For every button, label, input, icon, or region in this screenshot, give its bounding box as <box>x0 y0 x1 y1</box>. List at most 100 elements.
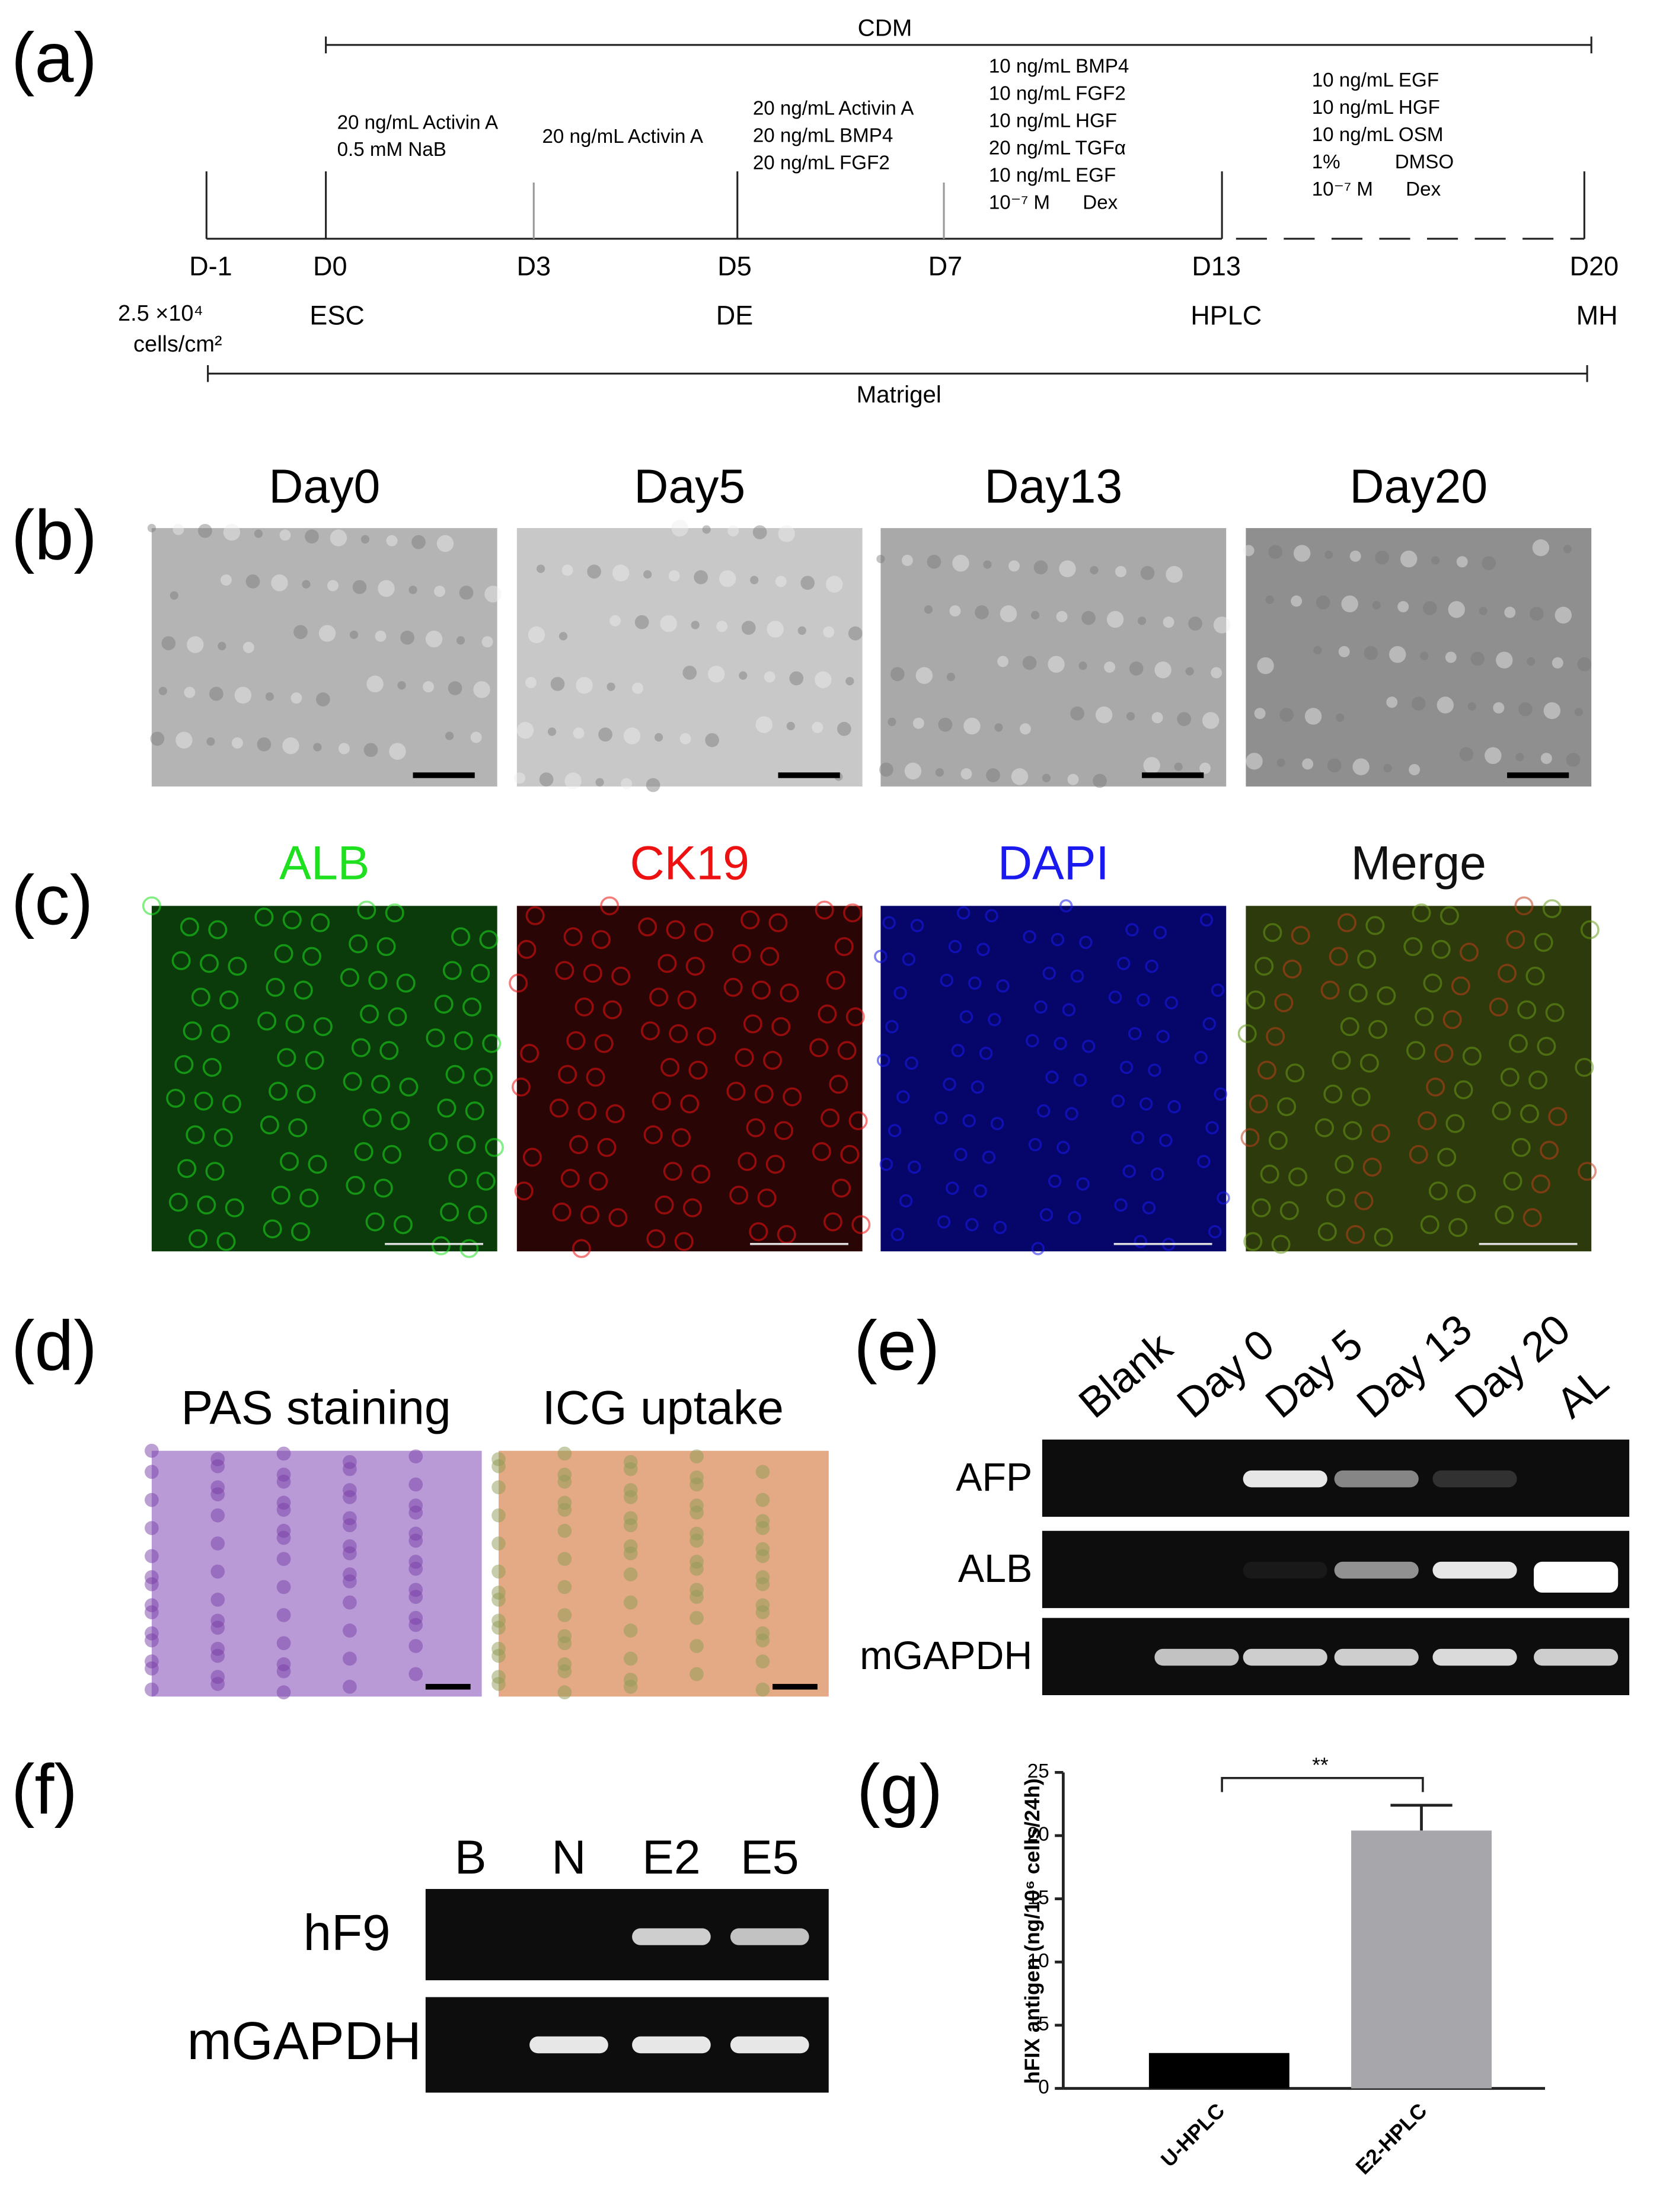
cell <box>376 937 396 957</box>
cell <box>349 934 368 954</box>
cell <box>1246 753 1263 770</box>
cell <box>145 1570 159 1584</box>
cell <box>1508 1034 1528 1053</box>
cell <box>1026 1034 1039 1048</box>
lane-label: E5 <box>740 1831 799 1884</box>
cell <box>727 525 739 537</box>
cell <box>210 1024 230 1043</box>
cell <box>448 1169 468 1188</box>
y-tick-label: 20 <box>1027 1824 1049 1846</box>
micrograph <box>499 1450 829 1697</box>
cell <box>1542 899 1562 919</box>
cell <box>1400 550 1418 568</box>
cell <box>605 1104 625 1124</box>
cell <box>557 1608 572 1622</box>
cell <box>1397 601 1409 613</box>
cell <box>755 1514 770 1529</box>
gel-band <box>632 1928 711 1945</box>
cell <box>1517 1000 1537 1019</box>
cell <box>1531 1174 1550 1194</box>
cell <box>293 980 313 1000</box>
cell <box>476 1171 496 1191</box>
cell <box>755 1626 770 1641</box>
cell <box>388 1007 407 1027</box>
cell <box>277 1048 296 1067</box>
cell <box>1462 1046 1482 1066</box>
cell <box>366 675 384 693</box>
cell <box>1268 1131 1288 1150</box>
cell <box>1457 1184 1476 1204</box>
cell <box>558 1065 577 1084</box>
gel-band <box>632 2036 711 2054</box>
cell <box>313 1017 333 1037</box>
cell <box>276 1523 291 1538</box>
cell <box>1174 762 1183 771</box>
cell <box>457 1135 476 1155</box>
annotation: ** <box>1312 1753 1329 1777</box>
cell <box>566 1031 586 1050</box>
cell <box>1163 616 1174 628</box>
cell <box>288 1118 308 1137</box>
cell <box>902 952 916 966</box>
cell <box>343 1539 357 1553</box>
cell <box>516 721 534 739</box>
cell <box>470 731 482 743</box>
cell <box>1274 993 1294 1012</box>
cell <box>170 591 178 600</box>
cell <box>456 636 465 645</box>
cell <box>276 1636 291 1651</box>
cell <box>1412 903 1431 923</box>
cell <box>680 1094 700 1114</box>
cell <box>1185 667 1194 676</box>
cell <box>1033 560 1048 575</box>
cell <box>682 666 697 680</box>
cell <box>643 1125 663 1145</box>
gel-band <box>1432 1648 1517 1666</box>
day-label: D13 <box>1192 251 1241 281</box>
cell <box>1574 708 1583 717</box>
cell <box>210 1508 225 1523</box>
cell <box>837 1041 857 1060</box>
cell <box>491 1508 506 1523</box>
cell <box>1552 657 1563 669</box>
cell <box>1137 616 1147 625</box>
cell <box>1199 762 1211 774</box>
cell <box>448 681 462 695</box>
scale-bar <box>1113 1243 1212 1245</box>
cell <box>282 737 299 755</box>
cell <box>1326 1188 1345 1208</box>
cell <box>1514 896 1534 916</box>
cell <box>956 906 971 920</box>
cell <box>655 1195 674 1215</box>
cell <box>549 1098 569 1118</box>
cell <box>1008 560 1020 572</box>
cell <box>1288 1167 1308 1187</box>
cell <box>266 977 285 997</box>
cell <box>316 692 330 707</box>
cell <box>171 951 191 970</box>
cell <box>764 671 775 683</box>
cell <box>313 743 322 752</box>
cell <box>263 1219 282 1239</box>
cell <box>1426 1078 1445 1097</box>
cell <box>587 564 601 579</box>
cell <box>145 1682 159 1697</box>
gene-label: ALB <box>958 1547 1032 1591</box>
cell <box>481 636 493 648</box>
stage-medium: 20 ng/mL TGFα <box>989 137 1126 159</box>
cell <box>572 1239 591 1258</box>
cell <box>671 519 688 537</box>
cell <box>1202 1017 1217 1031</box>
cell <box>1129 661 1144 676</box>
cell <box>1341 595 1358 613</box>
cell <box>1371 1124 1390 1143</box>
cell <box>408 1639 423 1653</box>
cell <box>1386 696 1398 708</box>
cell <box>327 580 339 592</box>
cell <box>173 523 184 535</box>
cell <box>210 1613 225 1628</box>
cell <box>1377 986 1396 1005</box>
cell <box>1048 1174 1062 1188</box>
cell <box>1166 565 1183 583</box>
cell <box>611 966 631 986</box>
